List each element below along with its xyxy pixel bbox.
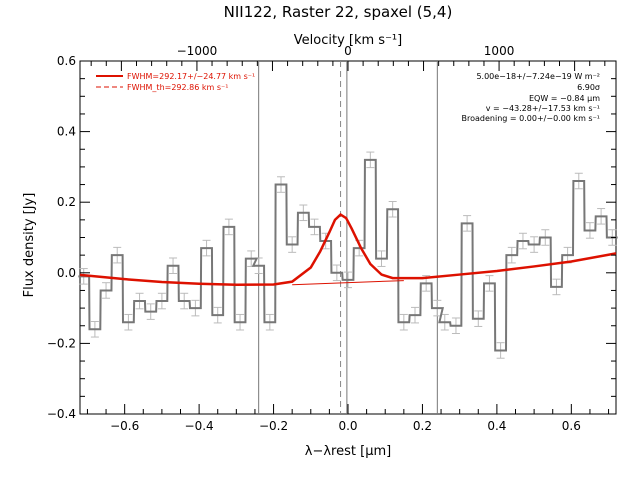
y-tick-label: 0.6 bbox=[57, 54, 76, 68]
x-tick-label: 0.0 bbox=[338, 419, 357, 433]
x-tick-label: −0.6 bbox=[110, 419, 139, 433]
chart-title: NII122, Raster 22, spaxel (5,4) bbox=[224, 3, 453, 21]
annotation-broadening: Broadening = 0.00+/−0.00 km s⁻¹ bbox=[462, 114, 600, 123]
annotation-velocity: v = −43.28+/−17.53 km s⁻¹ bbox=[486, 104, 600, 113]
x-axis-label: λ−λrest [μm] bbox=[305, 444, 391, 459]
legend-fwhm-th: FWHM_th=292.86 km s⁻¹ bbox=[127, 83, 228, 92]
baseline-line bbox=[292, 280, 404, 286]
top-axis-label: Velocity [km s⁻¹] bbox=[294, 33, 402, 48]
annotation-flux: 5.00e−18+/−7.24e−19 W m⁻² bbox=[476, 72, 600, 81]
y-tick-label: −0.2 bbox=[47, 336, 76, 350]
spectrum-step-line bbox=[78, 158, 618, 352]
x-tick-label: 0.6 bbox=[562, 419, 581, 433]
gaussian-fit-line bbox=[79, 212, 617, 287]
top-tick-label: 0 bbox=[344, 44, 352, 58]
x-tick-label: −0.2 bbox=[259, 419, 288, 433]
y-axis-label: Flux density [Jy] bbox=[22, 193, 37, 298]
annotation-eqw: EQW = −0.84 μm bbox=[529, 94, 600, 103]
annotation-sigma: 6.90σ bbox=[577, 83, 600, 92]
y-tick-label: 0.0 bbox=[57, 266, 76, 280]
top-axis-ticks: −1000 0 1000 bbox=[90, 44, 606, 71]
y-tick-label: 0.2 bbox=[57, 195, 76, 209]
bottom-axis-ticks: −0.6 −0.4 −0.2 0.0 0.2 0.4 0.6 bbox=[86, 404, 610, 433]
x-tick-label: 0.2 bbox=[413, 419, 432, 433]
left-axis-ticks: −0.4 −0.2 0.0 0.2 0.4 0.6 bbox=[47, 54, 616, 421]
y-tick-label: −0.4 bbox=[47, 407, 76, 421]
fit-curves bbox=[79, 212, 617, 287]
x-tick-label: 0.4 bbox=[487, 419, 506, 433]
top-tick-label: −1000 bbox=[177, 44, 218, 58]
top-tick-label: 1000 bbox=[484, 44, 515, 58]
x-tick-label: −0.4 bbox=[185, 419, 214, 433]
vertical-reference-lines bbox=[258, 61, 438, 414]
spectrum-bins bbox=[78, 151, 618, 359]
legend-fwhm: FWHM=292.17+/−24.77 km s⁻¹ bbox=[127, 72, 255, 81]
y-tick-label: 0.4 bbox=[57, 125, 76, 139]
